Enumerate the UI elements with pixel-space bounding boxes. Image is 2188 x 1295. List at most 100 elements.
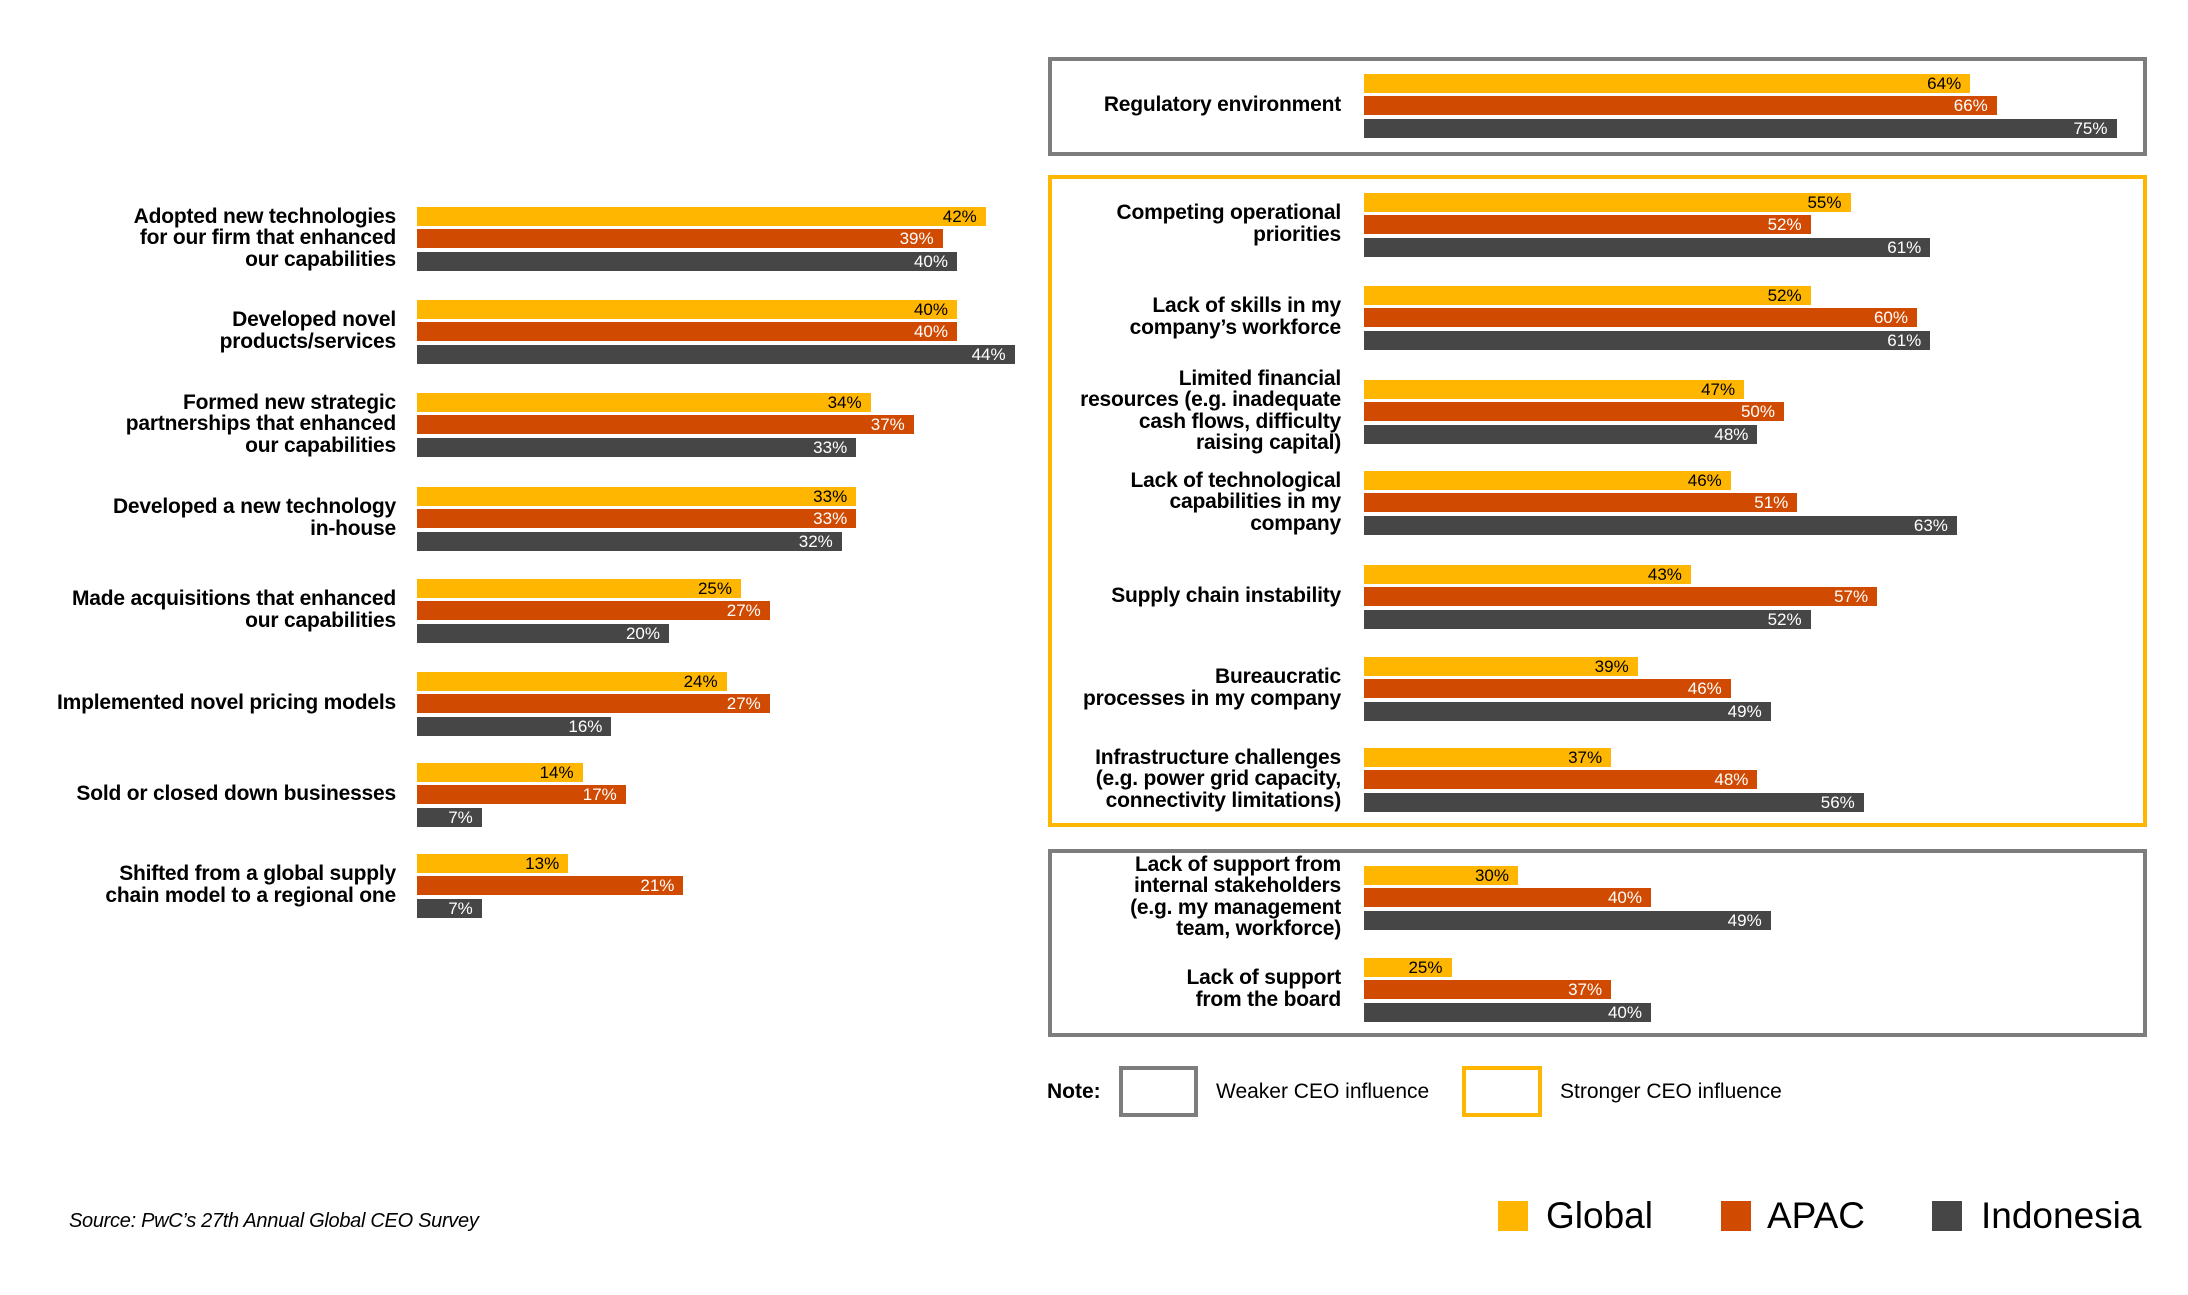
bar-indonesia: 52% xyxy=(1364,609,1811,629)
category-label-line: for our firm that enhanced xyxy=(139,226,396,250)
stronger-influence-frame xyxy=(1048,175,2147,827)
category-label-line: Adopted new technologies xyxy=(133,204,397,228)
weaker-influence-swatch xyxy=(1119,1066,1198,1117)
category-label-line: connectivity limitations) xyxy=(1105,788,1342,812)
category-label-line: Infrastructure challenges xyxy=(1095,745,1341,769)
bar-global: 42% xyxy=(417,207,986,226)
bar-apac: 40% xyxy=(417,322,957,342)
bar-apac: 60% xyxy=(1364,308,1917,328)
bar-value-label: 46% xyxy=(1687,471,1722,490)
bar-apac: 21% xyxy=(417,876,684,896)
bar-global: 43% xyxy=(1364,565,1691,584)
bar-value-label: 7% xyxy=(448,898,473,918)
category-label-line: Developed a new technology xyxy=(112,495,396,519)
bar-value-label: 37% xyxy=(1568,980,1603,1000)
bar-value-label: 50% xyxy=(1740,402,1775,422)
legend-label-indonesia: Indonesia xyxy=(1981,1195,2142,1236)
bar-apac: 48% xyxy=(1364,770,1758,790)
bar-value-label: 75% xyxy=(2073,118,2108,138)
bar-apac: 50% xyxy=(1364,402,1784,422)
bar-indonesia: 48% xyxy=(1364,424,1758,444)
category-label: Regulatory environment xyxy=(1104,94,1341,116)
bar-value-label: 30% xyxy=(1474,866,1509,885)
bar-value-label: 48% xyxy=(1714,424,1749,444)
category-label-line: Implemented novel pricing models xyxy=(56,691,396,715)
bar-indonesia: 16% xyxy=(417,716,612,736)
bar-value-label: 44% xyxy=(971,344,1006,364)
category-label-line: team, workforce) xyxy=(1176,917,1341,941)
category-label-line: (e.g. power grid capacity, xyxy=(1095,767,1342,791)
legend-swatch-apac xyxy=(1721,1201,1751,1231)
bar-value-label: 33% xyxy=(813,487,848,506)
category-label: Supply chain instability xyxy=(1111,585,1341,607)
bar-indonesia: 40% xyxy=(417,251,957,271)
category-label-line: Competing operational xyxy=(1116,201,1342,225)
bar-value-label: 49% xyxy=(1727,701,1762,721)
bar-global: 47% xyxy=(1364,380,1745,399)
bar-indonesia: 7% xyxy=(417,898,482,918)
category-label-line: chain model to a regional one xyxy=(105,883,396,907)
bar-global: 30% xyxy=(1364,866,1518,885)
weaker-influence-frame xyxy=(1048,57,2147,156)
bar-global: 39% xyxy=(1364,657,1638,676)
bar-apac: 57% xyxy=(1364,587,1878,607)
stronger-influence-swatch xyxy=(1462,1066,1542,1117)
category-label-line: from the board xyxy=(1195,987,1342,1011)
bar-value-label: 40% xyxy=(1607,1002,1642,1022)
bar-value-label: 37% xyxy=(1568,748,1603,767)
legend-label-apac: APAC xyxy=(1767,1195,1866,1236)
bar-indonesia: 7% xyxy=(417,807,482,827)
category-label-line: our capabilities xyxy=(245,608,396,632)
category-label-line: Lack of skills in my xyxy=(1152,294,1341,318)
bar-value-label: 21% xyxy=(640,876,675,896)
category-label: Competing operational priorities xyxy=(1116,201,1342,245)
category-label-line: products/services xyxy=(219,329,397,353)
bar-value-label: 33% xyxy=(813,509,848,529)
category-label: Developed novel products/services xyxy=(219,308,397,353)
bar-apac: 33% xyxy=(417,509,857,529)
stronger-influence-label: Stronger CEO influence xyxy=(1560,1080,1782,1103)
bar-apac: 27% xyxy=(417,601,770,621)
bar-value-label: 42% xyxy=(942,207,977,226)
category-label-line: (e.g. my management xyxy=(1130,895,1341,919)
bar-value-label: 48% xyxy=(1714,770,1749,790)
category-label: Infrastructure challenges (e.g. power gri… xyxy=(1095,747,1341,812)
bar-value-label: 7% xyxy=(448,807,473,827)
bar-value-label: 60% xyxy=(1873,308,1908,328)
category-label-line: our capabilities xyxy=(245,433,396,457)
category-label: Lack of support from internal stakeholder… xyxy=(1130,854,1341,940)
category-label: Limited financial resources (e.g. inadequ… xyxy=(1080,368,1341,454)
note-label: Note: xyxy=(1047,1080,1101,1103)
bar-global: 33% xyxy=(417,487,857,506)
category-label-line: Developed novel xyxy=(232,308,396,332)
weaker-influence-frame xyxy=(1048,849,2147,1037)
category-label-line: capabilities in my xyxy=(1169,490,1342,514)
bar-global: 55% xyxy=(1364,193,1851,212)
bar-global: 34% xyxy=(417,393,871,412)
bar-indonesia: 44% xyxy=(417,344,1015,364)
category-label-line: Shifted from a global supply xyxy=(119,862,396,886)
bar-value-label: 40% xyxy=(913,251,948,271)
bar-value-label: 61% xyxy=(1887,237,1922,257)
bar-value-label: 17% xyxy=(582,785,617,805)
category-label-line: company’s workforce xyxy=(1129,315,1342,339)
bar-value-label: 47% xyxy=(1701,380,1736,399)
category-label: Implemented novel pricing models xyxy=(57,692,396,714)
bar-global: 64% xyxy=(1364,74,1971,93)
category-label: Shifted from a global supply chain model … xyxy=(105,863,396,906)
category-label-line: Regulatory environment xyxy=(1103,93,1341,117)
bar-global: 46% xyxy=(1364,471,1731,490)
category-label-line: raising capital) xyxy=(1195,431,1341,455)
bar-value-label: 34% xyxy=(827,393,862,412)
bar-apac: 17% xyxy=(417,785,626,805)
bar-apac: 51% xyxy=(1364,493,1798,513)
bar-value-label: 27% xyxy=(726,601,761,621)
category-label-line: Bureaucratic xyxy=(1215,665,1341,689)
bar-value-label: 37% xyxy=(870,415,905,435)
bar-value-label: 40% xyxy=(913,300,948,319)
bar-value-label: 39% xyxy=(1594,657,1629,676)
bar-value-label: 13% xyxy=(525,854,560,873)
bar-value-label: 55% xyxy=(1807,193,1842,212)
category-label: Lack of support from the board xyxy=(1186,967,1341,1010)
bar-global: 40% xyxy=(417,300,957,319)
